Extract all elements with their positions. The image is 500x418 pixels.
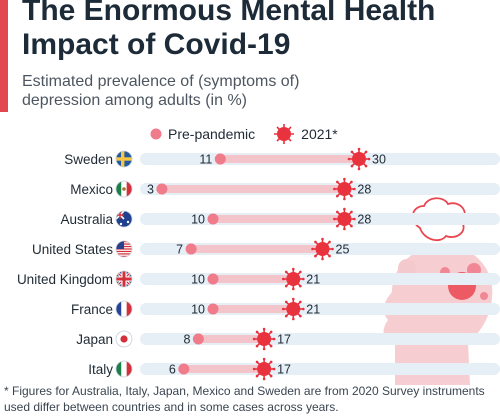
chart-row: Japan 8 17	[76, 327, 500, 351]
category-label: Italy	[88, 362, 113, 377]
post-dot	[282, 267, 305, 291]
post-dot	[252, 327, 276, 351]
category-label: Australia	[60, 212, 113, 227]
post-value-label: 21	[306, 273, 320, 287]
post-value-label: 28	[357, 183, 371, 197]
pre-value-label: 11	[199, 153, 212, 167]
pre-dot	[207, 273, 219, 285]
france-flag-icon	[115, 300, 133, 318]
head-illustration-icon	[383, 197, 493, 385]
japan-flag-icon	[115, 330, 133, 348]
pre-dot	[185, 243, 197, 255]
category-label: Sweden	[64, 152, 113, 167]
pre-dot	[192, 333, 204, 345]
legend-post-label: 2021*	[301, 126, 338, 142]
united-states-flag-icon	[115, 240, 133, 258]
footnote: * Figures for Australia, Italy, Japan, M…	[4, 384, 485, 414]
pre-dot	[207, 303, 219, 315]
dumbbell-bar	[161, 185, 345, 193]
dumbbell-bar	[213, 275, 294, 283]
dumbbell-bar	[183, 365, 265, 373]
pre-value-label: 7	[176, 243, 183, 257]
pre-dot	[156, 183, 168, 195]
pre-value-label: 6	[169, 363, 176, 377]
chart-row: United Kingdom 10 21	[17, 267, 500, 291]
post-value-label: 17	[277, 333, 291, 347]
pre-dot	[207, 213, 219, 225]
post-dot	[333, 207, 356, 231]
accent-bar	[0, 0, 8, 112]
post-dot	[347, 147, 371, 171]
pre-dot	[178, 363, 190, 375]
chart-rows: Sweden 11 30 Mexico 3 28 Australia 10 28 United S…	[17, 147, 500, 381]
post-value-label: 28	[357, 213, 371, 227]
post-value-label: 17	[277, 363, 291, 377]
dumbbell-bar	[213, 305, 294, 313]
pre-value-label: 10	[191, 213, 205, 227]
post-dot	[252, 357, 276, 381]
legend: Pre-pandemic 2021*	[150, 124, 356, 144]
category-label: United Kingdom	[17, 272, 113, 287]
dumbbell-bar	[191, 245, 323, 253]
post-dot	[311, 237, 334, 261]
mexico-flag-icon	[115, 180, 133, 198]
italy-flag-icon	[115, 360, 133, 378]
legend-pre-label: Pre-pandemic	[168, 126, 256, 142]
post-value-label: 21	[306, 303, 320, 317]
virus-dot-icon	[274, 124, 295, 144]
post-dot	[333, 177, 356, 201]
australia-flag-icon	[115, 210, 133, 228]
chart-row: Italy 6 17	[88, 357, 500, 381]
dumbbell-bar	[220, 155, 359, 163]
chart-row: United States 7 25	[32, 237, 500, 261]
legend-item-post: 2021*	[273, 123, 338, 145]
dumbbell-bar	[213, 215, 345, 223]
category-label: United States	[32, 242, 113, 257]
chart-row: France 10 21	[71, 297, 500, 321]
united-kingdom-flag-icon	[115, 270, 133, 288]
pre-pandemic-dot-icon	[150, 128, 162, 140]
pre-value-label: 10	[191, 303, 205, 317]
chart-subtitle: Estimated prevalence of (symptoms of) de…	[22, 73, 300, 109]
dumbbell-bar	[198, 335, 265, 343]
dumbbell-chart: Sweden 11 30 Mexico 3 28 Australia 10 28 United S…	[17, 147, 500, 385]
chart-row: Mexico 3 28	[70, 177, 500, 201]
category-label: Mexico	[70, 182, 113, 197]
pre-value-label: 10	[191, 273, 205, 287]
post-value-label: 30	[372, 153, 386, 167]
post-value-label: 25	[336, 243, 350, 257]
pre-dot	[214, 153, 226, 165]
chart-row: Sweden 11 30	[64, 147, 500, 171]
post-dot	[282, 297, 305, 321]
pre-value-label: 8	[183, 333, 190, 347]
pre-value-label: 3	[147, 183, 154, 197]
chart-title: The Enormous Mental Health Impact of Cov…	[22, 0, 436, 61]
category-label: France	[71, 302, 113, 317]
chart-row: Australia 10 28	[60, 207, 500, 231]
sweden-flag-icon	[115, 150, 133, 168]
legend-item-pre: Pre-pandemic	[150, 126, 255, 142]
category-label: Japan	[76, 332, 113, 347]
